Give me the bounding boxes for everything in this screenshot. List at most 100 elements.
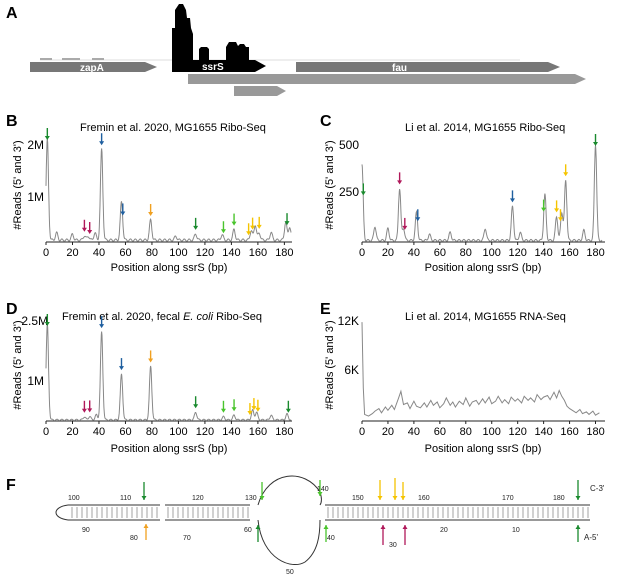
gene-fau-label: fau bbox=[392, 63, 407, 74]
panel-d-xtick-label: 100 bbox=[169, 426, 187, 438]
num-110: 110 bbox=[120, 495, 131, 502]
cleavage-arrow bbox=[99, 316, 105, 329]
cleavage-arrow bbox=[255, 399, 261, 412]
panel-c-xtick-label: 120 bbox=[508, 247, 526, 259]
panel-d-xtick-label: 120 bbox=[196, 426, 214, 438]
ssrs-coverage-track bbox=[40, 4, 520, 61]
num-160: 160 bbox=[418, 495, 430, 502]
cleavage-arrow bbox=[397, 172, 403, 185]
cleavage-arrow bbox=[509, 190, 515, 203]
num-20: 20 bbox=[440, 527, 448, 534]
gene-ssrs-arrow bbox=[172, 60, 266, 72]
coverage-dash-2 bbox=[62, 58, 80, 60]
cleavage-arrow bbox=[87, 400, 93, 413]
panel-c-xtick-label: 40 bbox=[408, 247, 420, 259]
cleavage-arrow bbox=[231, 213, 237, 226]
num-70: 70 bbox=[183, 535, 191, 542]
panel-e-xlabel: Position along ssrS (bp) bbox=[425, 443, 542, 455]
structure-cleavage-arrow bbox=[143, 524, 149, 540]
panel-c-arrows bbox=[360, 134, 599, 230]
cleavage-arrow bbox=[118, 358, 124, 371]
panel-d-title: Fremin et al. 2020, fecal E. coli Ribo-S… bbox=[62, 311, 262, 323]
panel-d-ytick-1m: 1M bbox=[27, 374, 44, 388]
panel-d-xtick-label: 80 bbox=[146, 426, 158, 438]
panel-b-xtick-label: 40 bbox=[93, 247, 105, 259]
cleavage-arrow bbox=[87, 222, 93, 235]
gene-fau-arrow bbox=[296, 62, 560, 72]
panel-e: E Li et al. 2014, MG1655 RNA-Seq #Reads … bbox=[320, 301, 605, 455]
panel-c-xtick-label: 60 bbox=[434, 247, 446, 259]
panel-e-ylabel: #Reads (5' and 3') bbox=[324, 320, 336, 409]
gene-zapa-arrow bbox=[30, 62, 157, 72]
structure-backbone bbox=[55, 475, 590, 566]
panel-b-ylabel: #Reads (5' and 3') bbox=[12, 140, 24, 229]
gene-fau: fau bbox=[296, 62, 560, 74]
panel-e-trace bbox=[361, 322, 600, 417]
panel-c-xtick-label: 100 bbox=[483, 247, 501, 259]
num-170: 170 bbox=[502, 495, 514, 502]
panel-d-xtick-label: 0 bbox=[43, 426, 49, 438]
structure-cleavage-arrow bbox=[323, 525, 329, 542]
gene-zapa: zapA bbox=[30, 62, 157, 74]
base-pair-ticks bbox=[71, 507, 589, 518]
cleavage-arrow bbox=[220, 221, 226, 234]
panel-d-trace bbox=[45, 323, 292, 422]
panel-b-xtick-label: 80 bbox=[146, 247, 158, 259]
panel-d-title-pre: Fremin et al. 2020, fecal bbox=[62, 311, 183, 323]
panel-b-trace bbox=[45, 138, 292, 242]
cleavage-arrow bbox=[220, 400, 226, 413]
structure-cleavage-arrow bbox=[317, 480, 323, 496]
panel-c-xtick-label: 140 bbox=[534, 247, 552, 259]
structure-cleavage-arrow bbox=[575, 525, 581, 542]
panel-c-xtick-label: 80 bbox=[460, 247, 472, 259]
panel-d-xtick-label: 20 bbox=[66, 426, 78, 438]
panel-c-xlabel: Position along ssrS (bp) bbox=[425, 262, 542, 274]
cleavage-arrow bbox=[44, 128, 50, 140]
coverage-dash-1 bbox=[40, 58, 52, 60]
num-80: 80 bbox=[130, 535, 138, 542]
panel-b-arrows bbox=[44, 128, 290, 236]
cleavage-arrow bbox=[81, 400, 87, 413]
panel-b: B Fremin et al. 2020, MG1655 Ribo-Seq #R… bbox=[6, 113, 294, 274]
panel-d-ylabel: #Reads (5' and 3') bbox=[12, 320, 24, 409]
panel-e-xtick-label: 180 bbox=[586, 426, 604, 438]
num-150: 150 bbox=[352, 495, 364, 502]
cleavage-arrow bbox=[193, 217, 199, 230]
panel-d-xtick-label: 180 bbox=[275, 426, 293, 438]
gene-ssrs-label: ssrS bbox=[202, 62, 224, 73]
num-50: 50 bbox=[286, 569, 294, 576]
cleavage-arrow bbox=[81, 219, 87, 232]
num-40: 40 bbox=[327, 535, 335, 542]
panel-e-xtick-label: 20 bbox=[382, 426, 394, 438]
structure-cleavage-arrow bbox=[402, 525, 408, 545]
structure-arrows bbox=[141, 478, 581, 545]
cleavage-arrow bbox=[557, 209, 563, 222]
panel-b-xticks: 0 20 40 60 80 100 120 140 160 180 bbox=[43, 242, 294, 259]
panel-c-ylabel: #Reads (5' and 3') bbox=[324, 140, 336, 229]
structure-cleavage-arrow bbox=[392, 478, 398, 500]
panel-d-title-italic: E. coli bbox=[183, 311, 214, 323]
cleavage-arrow bbox=[284, 213, 290, 226]
coverage-dash-3 bbox=[92, 58, 104, 60]
panel-d: D Fremin et al. 2020, fecal E. coli Ribo… bbox=[6, 301, 294, 455]
cleavage-arrow bbox=[193, 396, 199, 409]
panel-c-title: Li et al. 2014, MG1655 Ribo-Seq bbox=[405, 122, 565, 134]
num-10: 10 bbox=[512, 527, 520, 534]
cleavage-arrow bbox=[541, 199, 547, 212]
cleavage-arrow bbox=[231, 399, 237, 412]
panel-e-xtick-label: 60 bbox=[434, 426, 446, 438]
panel-e-letter: E bbox=[320, 301, 331, 318]
panel-c-xtick-label: 20 bbox=[382, 247, 394, 259]
panel-b-xlabel: Position along ssrS (bp) bbox=[111, 262, 228, 274]
panel-f: F 100 110 120 130 140 150 160 170 180 bbox=[6, 475, 605, 576]
panel-e-xtick-label: 80 bbox=[460, 426, 472, 438]
panel-b-xtick-label: 160 bbox=[249, 247, 267, 259]
panel-b-xtick-label: 0 bbox=[43, 247, 49, 259]
panel-e-xtick-label: 40 bbox=[408, 426, 420, 438]
panel-c-letter: C bbox=[320, 113, 332, 130]
panel-b-ytick-2m: 2M bbox=[27, 138, 44, 152]
panel-c-ytick-250: 250 bbox=[339, 185, 359, 199]
cleavage-arrow bbox=[593, 134, 599, 146]
panel-e-xtick-label: 0 bbox=[359, 426, 365, 438]
